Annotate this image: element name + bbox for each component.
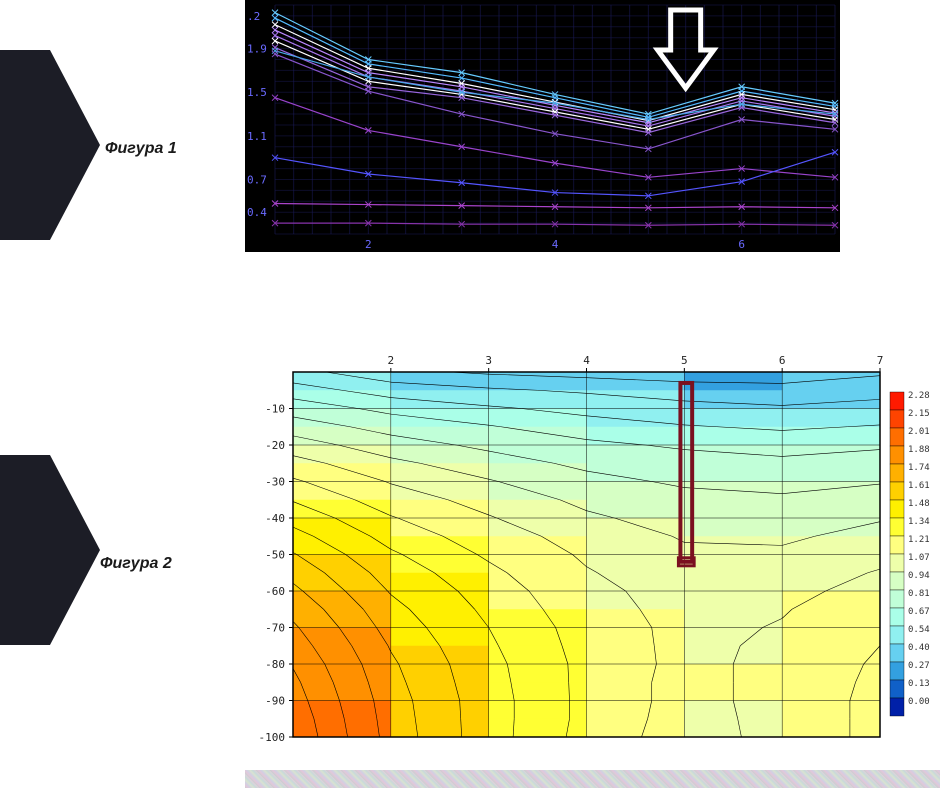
svg-text:-40: -40 [265,512,285,525]
svg-text:6: 6 [779,354,786,367]
svg-text:1.1: 1.1 [247,130,267,143]
svg-text:7: 7 [877,354,884,367]
svg-text:-90: -90 [265,695,285,708]
figure1-chart: 2 4 6 0.4 0.7 1.1 1.5 1.9 .2 [245,0,840,252]
svg-text:0.4: 0.4 [247,206,267,219]
svg-text:1.61: 1.61 [908,481,930,491]
svg-text:0.54: 0.54 [908,625,930,635]
svg-text:-100: -100 [259,731,286,744]
svg-text:1.34: 1.34 [908,517,930,527]
svg-text:-80: -80 [265,658,285,671]
svg-text:0.13: 0.13 [908,679,930,689]
svg-text:1.74: 1.74 [908,463,930,473]
svg-text:1.21: 1.21 [908,535,930,545]
svg-text:-50: -50 [265,549,285,562]
svg-text:-20: -20 [265,439,285,452]
figure2-chart: 2 3 4 5 6 7 -10 -20 -30 -40 -50 -60 -70 -80 -90 -100 2.2… [245,350,940,745]
svg-text:0.81: 0.81 [908,589,930,599]
svg-text:1.88: 1.88 [908,445,930,455]
svg-text:1.07: 1.07 [908,553,930,563]
pentagon-marker-2 [0,455,100,645]
svg-text:-70: -70 [265,622,285,635]
svg-text:0.67: 0.67 [908,607,930,617]
svg-text:0.94: 0.94 [908,571,930,581]
svg-text:2: 2 [388,354,395,367]
svg-text:0.00: 0.00 [908,697,930,707]
svg-text:-30: -30 [265,476,285,489]
svg-text:4: 4 [552,238,559,251]
svg-text:1.48: 1.48 [908,499,930,509]
svg-text:0.7: 0.7 [247,173,267,186]
svg-text:2.15: 2.15 [908,409,930,419]
svg-text:.2: .2 [247,10,260,23]
svg-text:0.40: 0.40 [908,643,930,653]
svg-text:2.28: 2.28 [908,391,930,401]
svg-text:4: 4 [583,354,590,367]
svg-text:2: 2 [365,238,372,251]
figure1-label: Фигура 1 [105,140,177,158]
svg-text:2.01: 2.01 [908,427,930,437]
svg-text:5: 5 [681,354,688,367]
noise-strip [245,770,940,788]
svg-text:-60: -60 [265,585,285,598]
svg-text:3: 3 [485,354,492,367]
svg-text:0.27: 0.27 [908,661,930,671]
svg-text:6: 6 [738,238,745,251]
svg-text:1.5: 1.5 [247,86,267,99]
pentagon-marker-1 [0,50,100,240]
figure2-label: Фигура 2 [100,555,172,573]
svg-text:-10: -10 [265,403,285,416]
svg-text:1.9: 1.9 [247,43,267,56]
